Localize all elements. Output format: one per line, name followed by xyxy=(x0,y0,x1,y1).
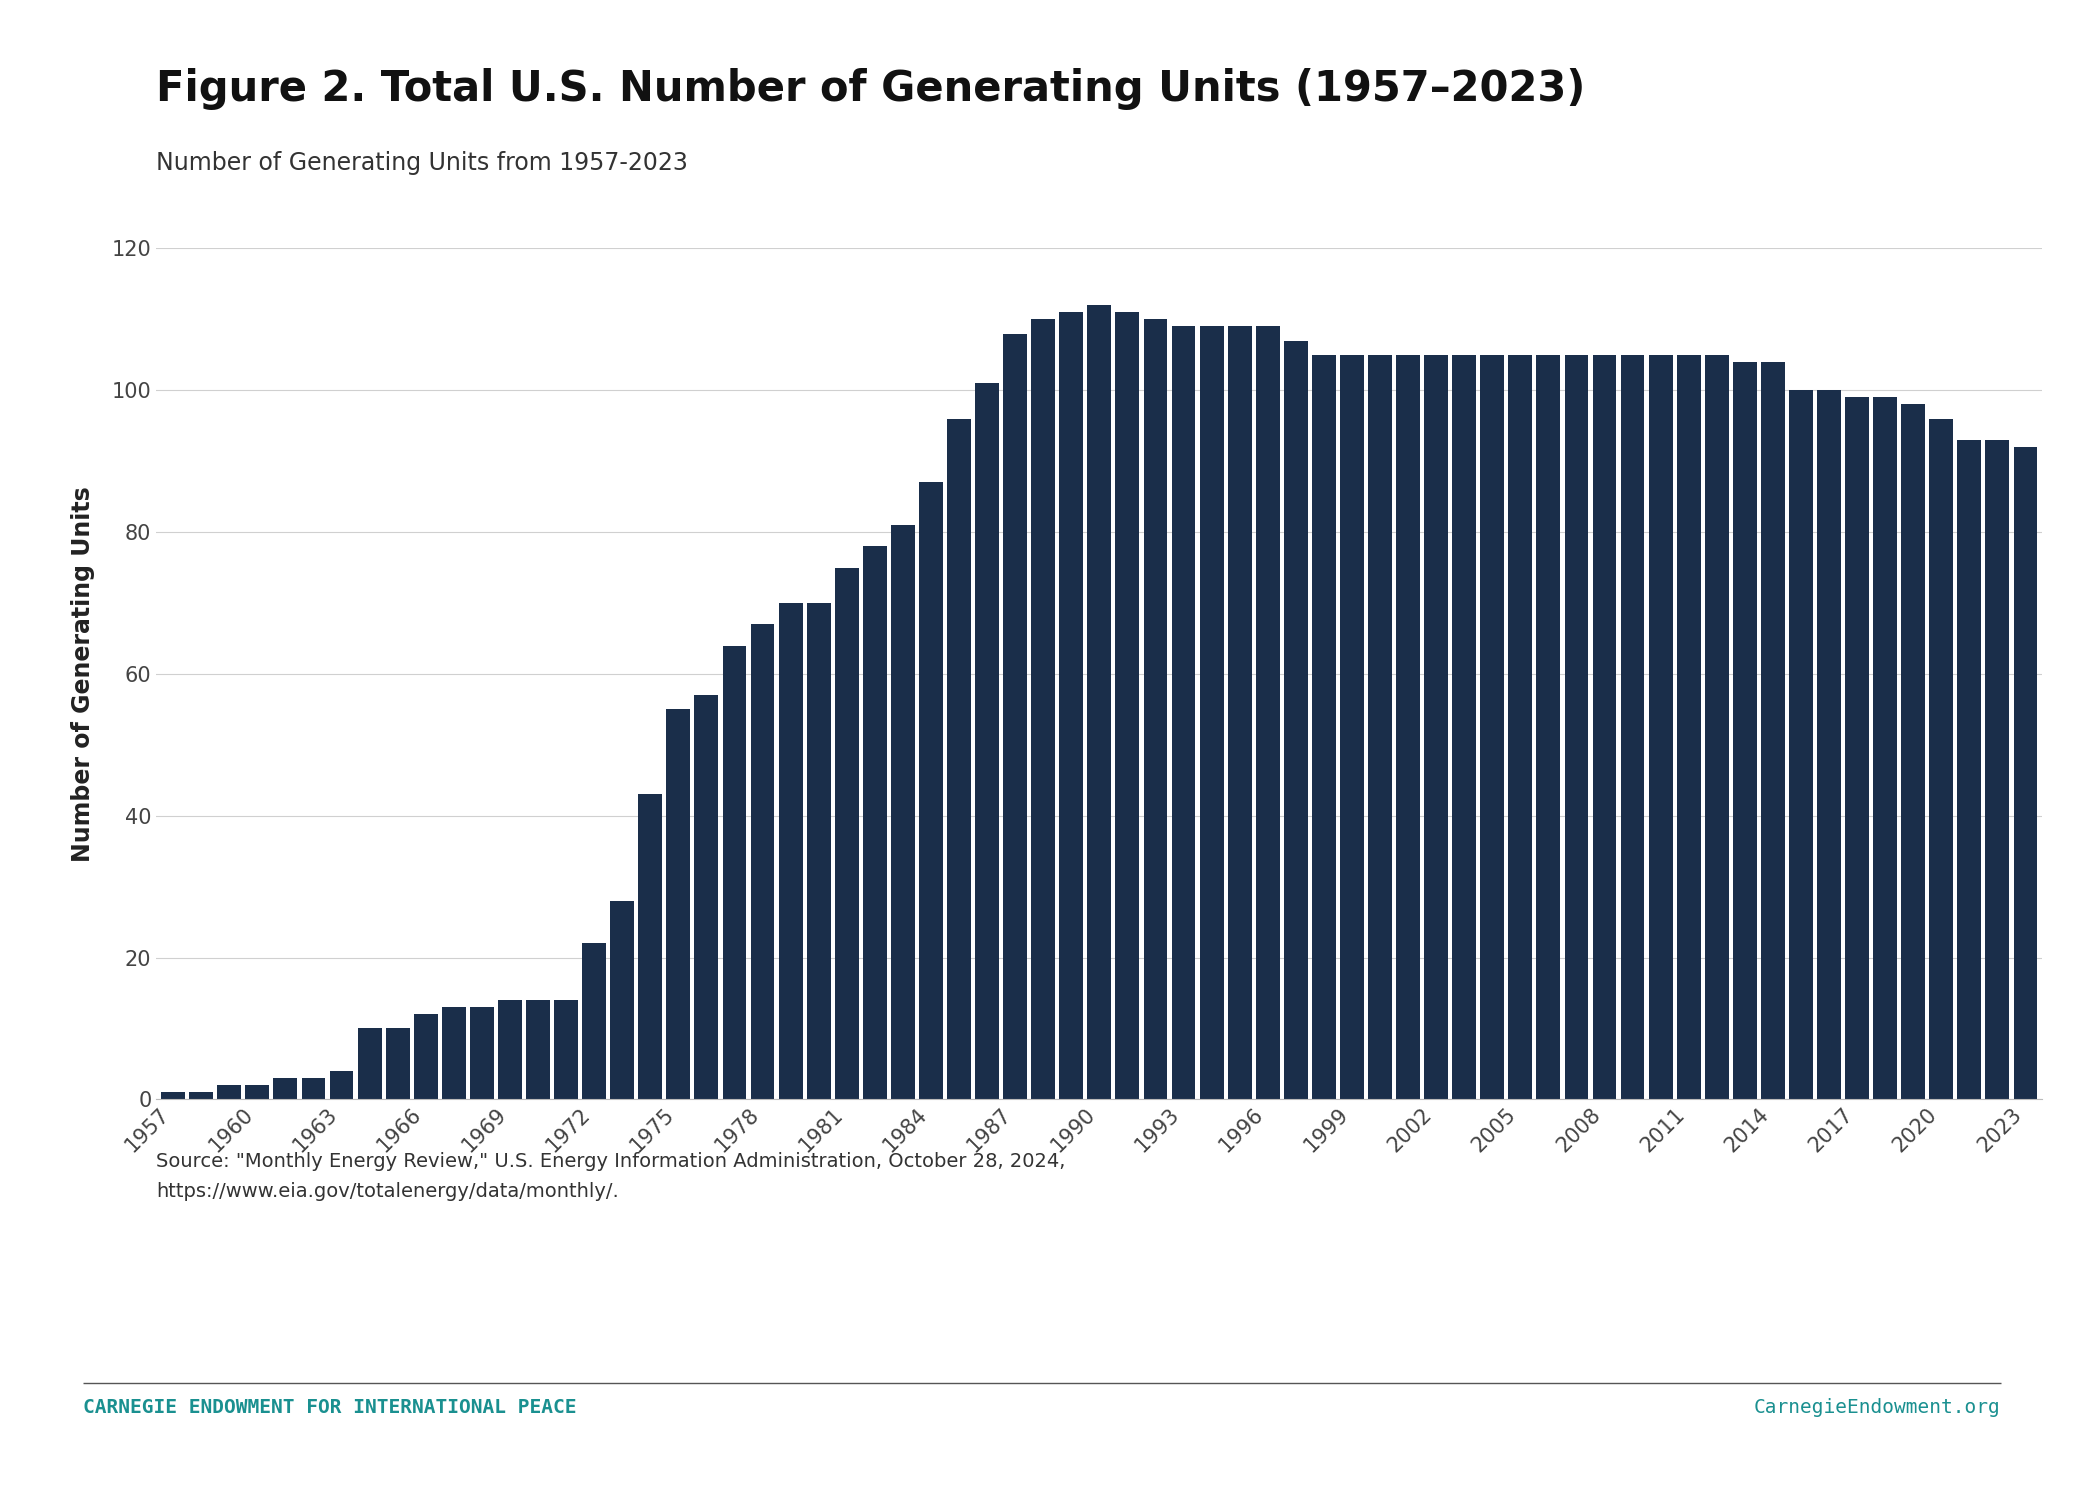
Bar xyxy=(1844,398,1869,1099)
Bar xyxy=(611,901,634,1099)
Bar xyxy=(1957,440,1982,1099)
Bar xyxy=(1032,319,1055,1099)
Bar xyxy=(1705,355,1730,1099)
Bar xyxy=(217,1086,242,1099)
Bar xyxy=(415,1015,438,1099)
Text: Figure 2. Total U.S. Number of Generating Units (1957–2023): Figure 2. Total U.S. Number of Generatin… xyxy=(156,68,1586,110)
Bar xyxy=(525,1000,550,1099)
Bar xyxy=(2013,447,2038,1099)
Bar xyxy=(1227,327,1252,1099)
Bar xyxy=(1565,355,1588,1099)
Bar xyxy=(273,1078,298,1099)
Bar xyxy=(1423,355,1448,1099)
Text: CARNEGIE ENDOWMENT FOR INTERNATIONAL PEACE: CARNEGIE ENDOWMENT FOR INTERNATIONAL PEA… xyxy=(83,1398,577,1417)
Y-axis label: Number of Generating Units: Number of Generating Units xyxy=(71,486,96,861)
Bar xyxy=(694,696,719,1099)
Bar xyxy=(302,1078,325,1099)
Bar xyxy=(1509,355,1532,1099)
Bar xyxy=(1480,355,1505,1099)
Bar xyxy=(723,646,746,1099)
Bar xyxy=(667,709,690,1099)
Bar xyxy=(469,1008,494,1099)
Bar xyxy=(1002,334,1027,1099)
Bar xyxy=(1367,355,1392,1099)
Bar xyxy=(1313,355,1336,1099)
Bar xyxy=(1171,327,1196,1099)
Bar xyxy=(1592,355,1617,1099)
Bar xyxy=(190,1092,213,1099)
Bar xyxy=(807,602,832,1099)
Bar xyxy=(1200,327,1223,1099)
Bar xyxy=(1648,355,1673,1099)
Bar xyxy=(946,419,971,1099)
Text: Number of Generating Units from 1957-2023: Number of Generating Units from 1957-202… xyxy=(156,151,688,175)
Text: Source: "Monthly Energy Review," U.S. Energy Information Administration, October: Source: "Monthly Energy Review," U.S. En… xyxy=(156,1152,1065,1200)
Bar xyxy=(581,943,606,1099)
Bar xyxy=(779,602,802,1099)
Bar xyxy=(836,568,859,1099)
Bar xyxy=(1788,390,1813,1099)
Bar xyxy=(386,1029,411,1099)
Bar xyxy=(1761,361,1784,1099)
Bar xyxy=(1678,355,1701,1099)
Bar xyxy=(554,1000,577,1099)
Bar xyxy=(750,625,775,1099)
Bar xyxy=(863,547,886,1099)
Text: CarnegieEndowment.org: CarnegieEndowment.org xyxy=(1755,1398,2001,1417)
Bar xyxy=(919,482,942,1099)
Bar xyxy=(1986,440,2009,1099)
Bar xyxy=(1536,355,1561,1099)
Bar xyxy=(1817,390,1840,1099)
Bar xyxy=(1340,355,1363,1099)
Bar xyxy=(442,1008,465,1099)
Bar xyxy=(1734,361,1757,1099)
Bar xyxy=(892,526,915,1099)
Bar xyxy=(1144,319,1167,1099)
Bar xyxy=(1901,405,1926,1099)
Bar xyxy=(1257,327,1280,1099)
Bar xyxy=(1284,340,1307,1099)
Bar xyxy=(975,383,998,1099)
Bar xyxy=(638,795,663,1099)
Bar xyxy=(246,1086,269,1099)
Bar xyxy=(329,1071,354,1099)
Bar xyxy=(498,1000,521,1099)
Bar xyxy=(1930,419,1953,1099)
Bar xyxy=(1396,355,1419,1099)
Bar xyxy=(1088,306,1111,1099)
Bar xyxy=(1621,355,1644,1099)
Bar xyxy=(1453,355,1475,1099)
Bar xyxy=(160,1092,185,1099)
Bar xyxy=(358,1029,381,1099)
Bar xyxy=(1059,312,1084,1099)
Bar xyxy=(1874,398,1896,1099)
Bar xyxy=(1115,312,1140,1099)
